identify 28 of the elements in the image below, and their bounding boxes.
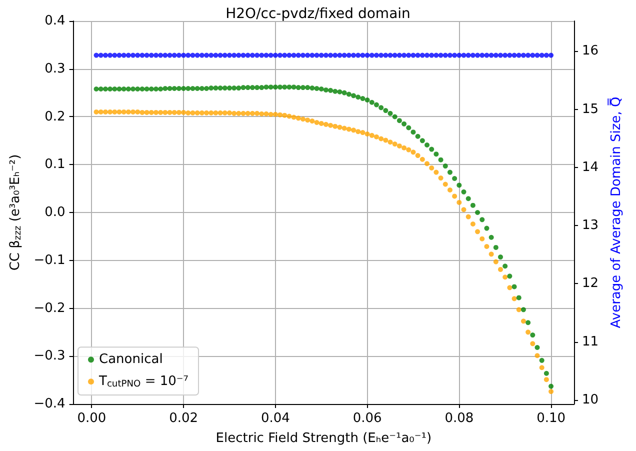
- y2-tick-label: 16: [582, 44, 599, 59]
- y2-tick-label: 15: [582, 102, 599, 117]
- x-tick-label: 0.06: [352, 411, 382, 426]
- y-axis-title: CC βzzz (e³a₀³Eₕ⁻²): [8, 154, 24, 271]
- y-tick-label: −0.2: [34, 300, 66, 316]
- legend-label: Canonical: [99, 352, 163, 368]
- y-tick-label: −0.1: [34, 252, 66, 268]
- x-tick-label: 0.10: [536, 411, 566, 426]
- y2-tick-label: 13: [582, 218, 599, 234]
- x-tick-label: 0.00: [77, 411, 106, 426]
- y-tick-label: −0.3: [34, 348, 66, 364]
- chart-title: H2O/cc-pvdz/fixed domain: [226, 6, 410, 22]
- legend-label: TcutPNO = 10⁻⁷: [98, 374, 188, 390]
- x-tick-label: 0.04: [260, 411, 290, 426]
- y2-tick-label: 12: [582, 276, 599, 292]
- x-tick-label: 0.02: [169, 411, 198, 426]
- x-tick-label: 0.08: [444, 411, 474, 426]
- y-tick-label: 0.1: [44, 157, 66, 172]
- y2-tick-label: 14: [582, 160, 599, 175]
- y-tick-label: 0.2: [44, 109, 66, 124]
- y2-tick-label: 11: [582, 334, 599, 350]
- y-tick-label: 0.3: [44, 61, 66, 76]
- x-axis-title: Electric Field Strength (Eₕe⁻¹a₀⁻¹): [216, 431, 432, 446]
- y2-tick-label: 10: [582, 392, 599, 408]
- y2-axis-title: Average of Average Domain Size, Q̿: [608, 96, 624, 328]
- y-tick-label: 0.4: [44, 14, 66, 28]
- y-tick-label: 0.0: [44, 205, 66, 220]
- y-tick-label: −0.4: [34, 396, 66, 412]
